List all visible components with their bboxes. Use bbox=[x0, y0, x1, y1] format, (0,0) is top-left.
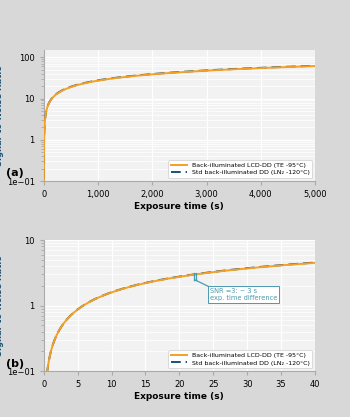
Y-axis label: Signal-to-Noise Ratio: Signal-to-Noise Ratio bbox=[0, 65, 4, 166]
Text: (a): (a) bbox=[6, 168, 23, 178]
X-axis label: Exposure time (s): Exposure time (s) bbox=[134, 392, 224, 401]
X-axis label: Exposure time (s): Exposure time (s) bbox=[134, 202, 224, 211]
Text: SNR =3: ~ 3 s
exp. time difference: SNR =3: ~ 3 s exp. time difference bbox=[210, 288, 278, 301]
Legend: Back-illuminated LCD-DD (TE -95°C), Std back-illuminated DD (LN₂ -120°C): Back-illuminated LCD-DD (TE -95°C), Std … bbox=[168, 161, 312, 178]
Legend: Back-illuminated LCD-DD (TE -95°C), Std back-illuminated DD (LN₂ -120°C): Back-illuminated LCD-DD (TE -95°C), Std … bbox=[168, 350, 312, 368]
Text: (b): (b) bbox=[6, 359, 24, 369]
Y-axis label: Signal-to-Noise Ratio: Signal-to-Noise Ratio bbox=[0, 255, 4, 356]
